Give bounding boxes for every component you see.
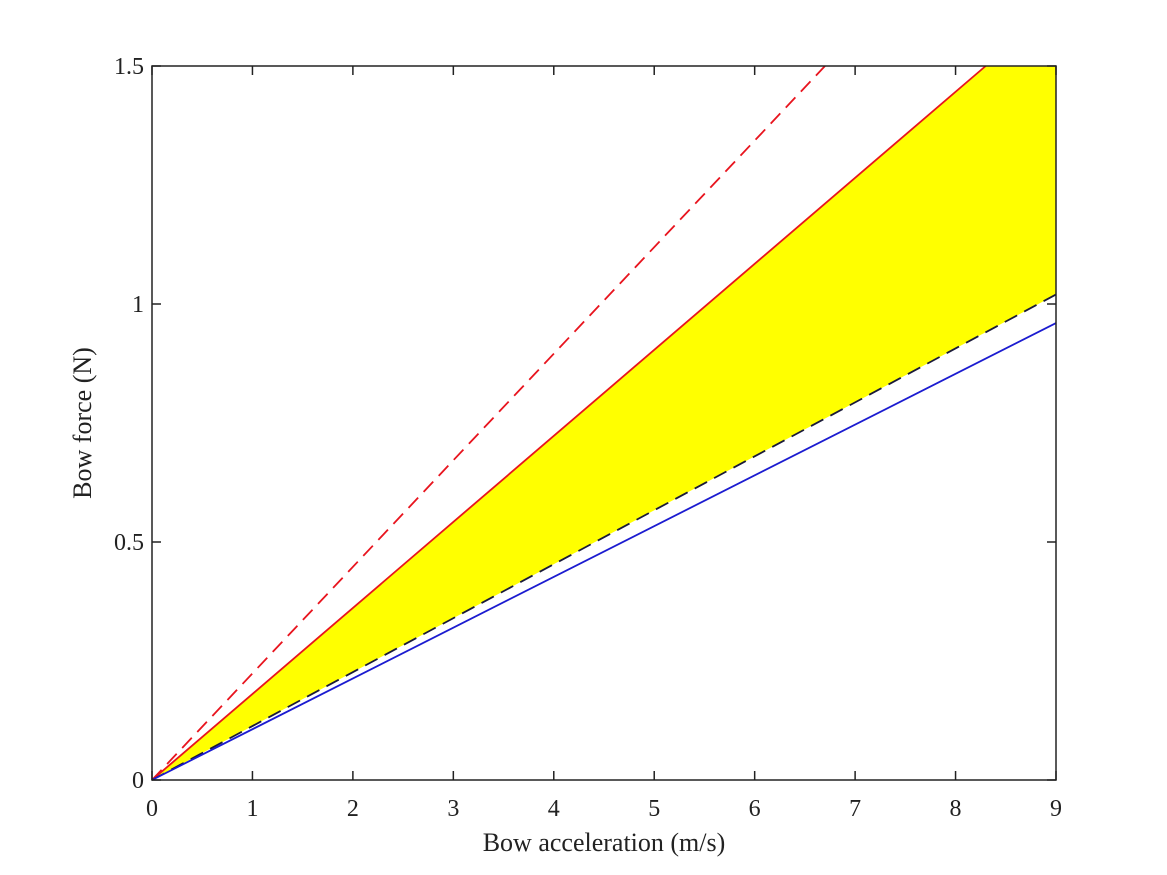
fill-region-layer [152, 66, 1056, 780]
y-tick-label: 1.5 [114, 54, 144, 80]
x-tick-label: 6 [749, 796, 761, 822]
red-dashed-line [151, 65, 826, 781]
blue-solid-line [151, 322, 1057, 781]
plot-area-frame [151, 65, 1057, 781]
dark-dashed-line [151, 293, 1057, 781]
series-layer [151, 65, 1057, 781]
x-tick-label: 2 [347, 796, 359, 822]
y-tick-label: 0 [132, 768, 144, 794]
x-tick-label: 0 [146, 796, 158, 822]
y-axis-label: Bow force (N) [68, 347, 97, 499]
x-tick-label: 8 [950, 796, 962, 822]
x-tick-label: 3 [447, 796, 459, 822]
feasible-region-fill [152, 66, 1056, 780]
red-solid-line [151, 65, 987, 781]
x-tick-label: 7 [849, 796, 861, 822]
x-tick-label: 1 [246, 796, 258, 822]
x-tick-label: 9 [1050, 796, 1062, 822]
y-tick-label: 0.5 [114, 530, 144, 556]
x-axis-label: Bow acceleration (m/s) [483, 828, 726, 857]
x-tick-label: 5 [648, 796, 660, 822]
tick-layer: 0 1 2 3 4 5 6 7 8 9 0 0.5 1 1.5 [114, 54, 1062, 822]
x-tick-label: 4 [548, 796, 560, 822]
y-tick-label: 1 [132, 292, 144, 318]
